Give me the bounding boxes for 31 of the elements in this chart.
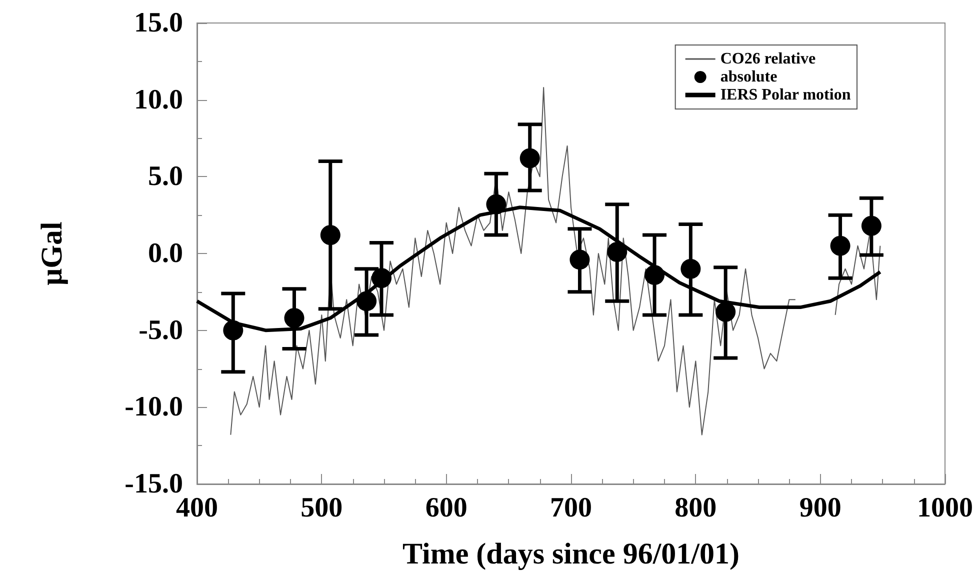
y-tick-label: -5.0 bbox=[138, 314, 183, 346]
x-tick-label: 600 bbox=[425, 492, 468, 524]
point bbox=[284, 308, 304, 328]
x-tick-label: 800 bbox=[674, 492, 717, 524]
point bbox=[680, 258, 701, 279]
y-tick-label: -10.0 bbox=[124, 392, 183, 423]
x-axis-title: Time (days since 96/01/01) bbox=[402, 538, 740, 570]
y-tick-label: 0.0 bbox=[148, 238, 183, 269]
legend-label: absolute bbox=[720, 68, 778, 86]
point bbox=[486, 194, 506, 214]
x-tick-label: 700 bbox=[550, 492, 592, 524]
point bbox=[372, 268, 392, 288]
legend-label: IERS Polar motion bbox=[720, 86, 851, 104]
x-tick-label: 500 bbox=[300, 492, 343, 524]
point bbox=[716, 302, 736, 322]
point bbox=[223, 320, 244, 340]
point bbox=[520, 148, 540, 168]
x-tick-label: 900 bbox=[799, 492, 842, 524]
legend-label: CO26 relative bbox=[720, 50, 816, 68]
x-tick-label: 1000 bbox=[917, 492, 973, 524]
point bbox=[320, 225, 340, 246]
y-tick-label: 10.0 bbox=[134, 84, 183, 116]
point bbox=[861, 216, 882, 236]
y-axis-title: μGal bbox=[36, 222, 68, 286]
point bbox=[644, 265, 665, 286]
point bbox=[356, 291, 377, 312]
point bbox=[570, 250, 590, 270]
y-tick-label: 15.0 bbox=[134, 8, 183, 38]
point bbox=[607, 242, 628, 262]
point bbox=[830, 236, 850, 256]
y-tick-label: 5.0 bbox=[148, 161, 183, 192]
